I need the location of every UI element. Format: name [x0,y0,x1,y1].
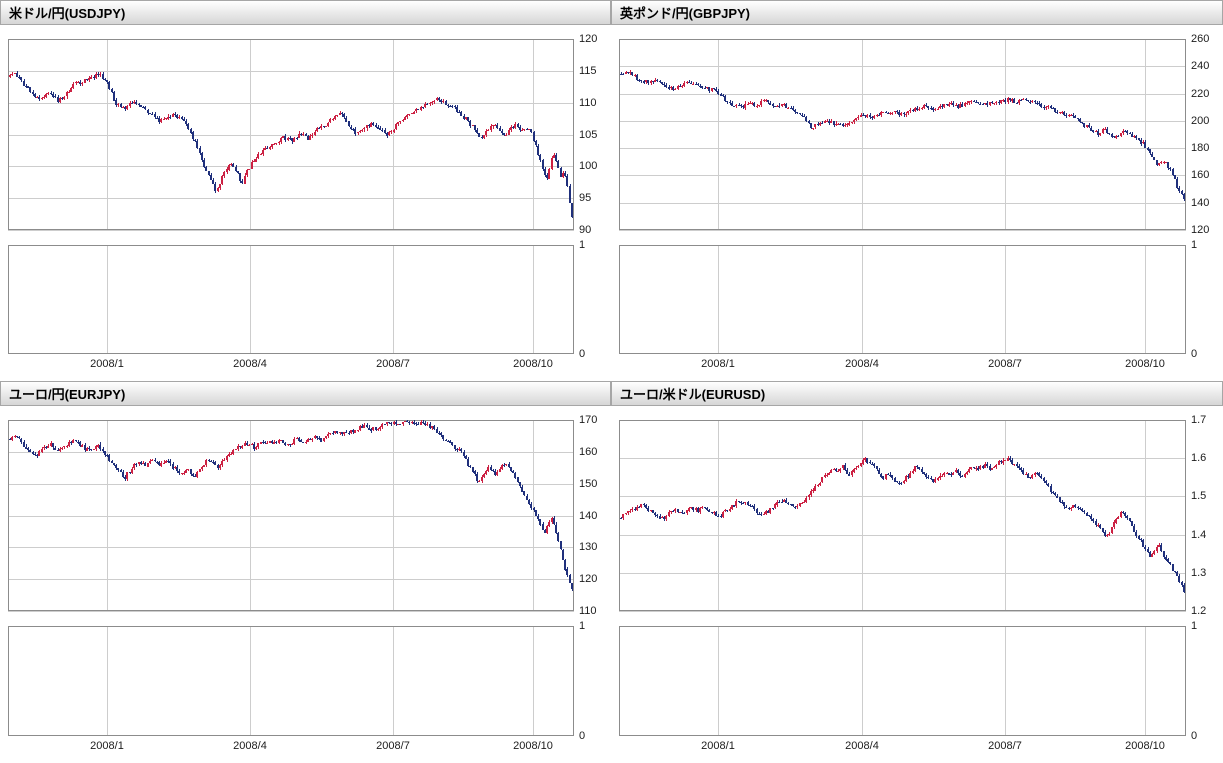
sub-panel-bottom-tick-label: 0 [579,348,586,360]
sub-panel-bottom-tick-label: 0 [1191,348,1198,360]
y-tick-label: 140 [579,510,598,522]
x-tick-label: 2008/7 [376,740,410,752]
candlestick-chart-eurusd [611,406,1223,763]
chart-area-usdjpy: 120 115 110 105 100 95 90 1 0 2008/1 2008/4 2008/7 2… [0,25,611,381]
y-tick-label: 260 [1191,33,1210,45]
y-tick-label: 160 [579,446,598,458]
sub-panel-top-tick-label: 1 [579,620,586,632]
x-tick-label: 2008/4 [845,740,879,752]
y-tick-label: 120 [579,573,598,585]
chart-area-eurusd: 1.7 1.6 1.5 1.4 1.3 1.2 1 0 2008/1 2008/4 2008/7 20… [611,406,1223,763]
y-tick-label: 1.4 [1191,529,1207,541]
y-tick-label: 105 [579,129,598,141]
y-tick-label: 130 [579,541,598,553]
x-tick-label: 2008/7 [988,358,1022,370]
y-tick-label: 140 [1191,197,1210,209]
y-tick-label: 90 [579,224,592,236]
x-tick-label: 2008/10 [513,740,553,752]
x-tick-label: 2008/7 [988,740,1022,752]
x-tick-label: 2008/10 [1125,740,1165,752]
sub-panel-top-tick-label: 1 [1191,239,1198,251]
chart-titlebar-usdjpy: 米ドル/円(USDJPY) [0,0,611,25]
y-tick-label: 120 [1191,224,1210,236]
chart-title-eurusd: ユーロ/米ドル(EURUSD) [620,387,766,402]
sub-panel-top-tick-label: 1 [579,239,586,251]
x-tick-label: 2008/1 [90,358,124,370]
sub-panel-bottom-tick-label: 0 [1191,730,1198,742]
y-tick-label: 200 [1191,115,1210,127]
chart-title-gbpjpy: 英ポンド/円(GBPJPY) [620,6,751,21]
chart-titlebar-gbpjpy: 英ポンド/円(GBPJPY) [611,0,1223,25]
y-tick-label: 1.2 [1191,605,1207,617]
chart-area-gbpjpy: 260 240 220 200 180 160 140 120 1 0 2008/1 2008/4 20… [611,25,1223,381]
x-tick-label: 2008/10 [1125,358,1165,370]
chart-panel-eurusd: ユーロ/米ドル(EURUSD) 1.7 1.6 1.5 1.4 1.3 1.2 1 0 2008… [611,381,1223,763]
y-tick-label: 150 [579,478,598,490]
chart-titlebar-eurjpy: ユーロ/円(EURJPY) [0,381,611,406]
chart-area-eurjpy: 170 160 150 140 130 120 110 1 0 2008/1 2008/4 2008/… [0,406,611,763]
y-tick-label: 110 [579,97,597,109]
x-tick-label: 2008/10 [513,358,553,370]
y-tick-label: 170 [579,414,598,426]
x-tick-label: 2008/4 [233,740,267,752]
y-tick-label: 110 [579,605,597,617]
candlestick-chart-gbpjpy [611,25,1223,381]
x-tick-label: 2008/4 [845,358,879,370]
y-tick-label: 100 [579,160,598,172]
y-tick-label: 95 [579,192,592,204]
chart-panel-usdjpy: 米ドル/円(USDJPY) 120 115 110 105 100 95 90 1 0 2008/… [0,0,611,381]
sub-panel-top-tick-label: 1 [1191,620,1198,632]
x-tick-label: 2008/1 [701,740,735,752]
y-tick-label: 220 [1191,88,1210,100]
y-tick-label: 1.7 [1191,414,1207,426]
y-tick-label: 160 [1191,169,1210,181]
y-tick-label: 120 [579,33,598,45]
y-tick-label: 1.3 [1191,567,1207,579]
chart-title-eurjpy: ユーロ/円(EURJPY) [9,387,126,402]
y-tick-label: 115 [579,65,597,77]
x-tick-label: 2008/4 [233,358,267,370]
chart-titlebar-eurusd: ユーロ/米ドル(EURUSD) [611,381,1223,406]
y-tick-label: 1.6 [1191,452,1207,464]
sub-panel-bottom-tick-label: 0 [579,730,586,742]
chart-panel-eurjpy: ユーロ/円(EURJPY) 170 160 150 140 130 120 110 1 0 200… [0,381,611,763]
candlestick-chart-usdjpy [0,25,611,381]
x-tick-label: 2008/1 [701,358,735,370]
candlestick-chart-eurjpy [0,406,611,763]
y-tick-label: 1.5 [1191,490,1207,502]
chart-panel-gbpjpy: 英ポンド/円(GBPJPY) 260 240 220 200 180 160 140 120 1… [611,0,1223,381]
x-tick-label: 2008/7 [376,358,410,370]
y-tick-label: 180 [1191,142,1210,154]
y-tick-label: 240 [1191,60,1210,72]
chart-title-usdjpy: 米ドル/円(USDJPY) [9,6,126,21]
x-tick-label: 2008/1 [90,740,124,752]
